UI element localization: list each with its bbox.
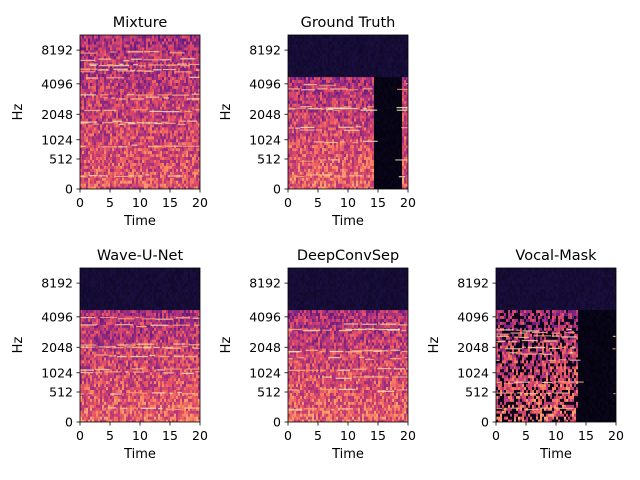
y-tick-label: 0 bbox=[481, 415, 489, 430]
x-tick-label: 20 bbox=[400, 195, 416, 210]
x-tick-label: 20 bbox=[400, 428, 416, 443]
x-tick-label: 5 bbox=[106, 428, 114, 443]
x-tick-label: 15 bbox=[162, 195, 178, 210]
panel-title: Ground Truth bbox=[301, 15, 396, 31]
y-tick-label: 4096 bbox=[41, 76, 73, 91]
panel-deepconvsep: DeepConvSep 0 5 10 15 20 0 512 1024 2048 4096 8192 T… bbox=[219, 248, 416, 462]
spectrogram-image bbox=[496, 268, 616, 422]
panel-title: Wave-U-Net bbox=[97, 248, 184, 264]
y-tick-label: 1024 bbox=[249, 365, 281, 380]
x-axis-label: Time bbox=[539, 447, 572, 462]
y-tick-label: 512 bbox=[465, 385, 489, 400]
x-tick-label: 5 bbox=[106, 195, 114, 210]
y-axis-label: Hz bbox=[11, 337, 26, 354]
panel-title: Vocal-Mask bbox=[515, 248, 597, 264]
x-tick-label: 15 bbox=[370, 195, 386, 210]
y-tick-label: 4096 bbox=[249, 76, 281, 91]
x-tick-label: 20 bbox=[608, 428, 624, 443]
panel-title: Mixture bbox=[113, 15, 168, 31]
x-axis-label: Time bbox=[331, 447, 364, 462]
x-tick-label: 20 bbox=[192, 428, 208, 443]
x-tick-label: 5 bbox=[314, 195, 322, 210]
y-tick-label: 8192 bbox=[249, 43, 281, 58]
x-tick-label: 5 bbox=[314, 428, 322, 443]
panel-vocal-mask: Vocal-Mask 0 5 10 15 20 0 512 1024 2048 4096 8192 Ti… bbox=[427, 248, 624, 462]
spectrogram-image bbox=[288, 35, 408, 189]
y-tick-label: 0 bbox=[273, 415, 281, 430]
panel-wave-u-net: Wave-U-Net 0 5 10 15 20 0 512 1024 2048 4096 8192 Ti… bbox=[11, 248, 208, 462]
y-axis-label: Hz bbox=[219, 104, 234, 121]
x-axis-label: Time bbox=[331, 214, 364, 229]
y-tick-label: 512 bbox=[257, 152, 281, 167]
y-tick-label: 8192 bbox=[41, 43, 73, 58]
y-axis-label: Hz bbox=[11, 104, 26, 121]
x-tick-label: 20 bbox=[192, 195, 208, 210]
y-tick-label: 2048 bbox=[249, 340, 281, 355]
y-tick-label: 1024 bbox=[457, 365, 489, 380]
y-tick-label: 1024 bbox=[41, 365, 73, 380]
y-tick-label: 512 bbox=[49, 152, 73, 167]
x-tick-label: 10 bbox=[132, 195, 148, 210]
x-tick-label: 10 bbox=[340, 428, 356, 443]
y-tick-label: 8192 bbox=[41, 276, 73, 291]
y-tick-label: 1024 bbox=[41, 132, 73, 147]
x-tick-label: 15 bbox=[370, 428, 386, 443]
y-tick-label: 512 bbox=[49, 385, 73, 400]
panel-title: DeepConvSep bbox=[297, 248, 399, 264]
y-axis-label: Hz bbox=[427, 337, 442, 354]
panel-mixture: Mixture 0 5 10 15 20 0 512 1024 2048 4096 8192 Time H… bbox=[11, 15, 208, 229]
x-tick-label: 0 bbox=[284, 195, 292, 210]
y-tick-label: 2048 bbox=[41, 340, 73, 355]
panel-ground-truth: Ground Truth 0 5 10 15 20 0 512 1024 2048 4096 8192… bbox=[219, 15, 416, 229]
x-tick-label: 0 bbox=[284, 428, 292, 443]
y-tick-label: 4096 bbox=[457, 309, 489, 324]
x-tick-label: 0 bbox=[492, 428, 500, 443]
x-tick-label: 0 bbox=[76, 428, 84, 443]
y-tick-label: 4096 bbox=[249, 309, 281, 324]
x-tick-label: 15 bbox=[162, 428, 178, 443]
spectrogram-image bbox=[80, 35, 200, 189]
x-tick-label: 10 bbox=[548, 428, 564, 443]
spectrogram-image bbox=[80, 268, 200, 422]
y-axis-label: Hz bbox=[219, 337, 234, 354]
y-tick-label: 4096 bbox=[41, 309, 73, 324]
x-tick-label: 15 bbox=[578, 428, 594, 443]
x-axis-label: Time bbox=[123, 214, 156, 229]
y-tick-label: 512 bbox=[257, 385, 281, 400]
x-tick-label: 0 bbox=[76, 195, 84, 210]
y-tick-label: 0 bbox=[65, 415, 73, 430]
y-tick-label: 8192 bbox=[457, 276, 489, 291]
y-tick-label: 2048 bbox=[457, 340, 489, 355]
x-axis-label: Time bbox=[123, 447, 156, 462]
y-tick-label: 0 bbox=[65, 182, 73, 197]
x-tick-label: 10 bbox=[132, 428, 148, 443]
spectrogram-image bbox=[288, 268, 408, 422]
y-tick-label: 2048 bbox=[41, 107, 73, 122]
y-tick-label: 0 bbox=[273, 182, 281, 197]
y-tick-label: 2048 bbox=[249, 107, 281, 122]
y-tick-label: 1024 bbox=[249, 132, 281, 147]
y-tick-label: 8192 bbox=[249, 276, 281, 291]
x-tick-label: 10 bbox=[340, 195, 356, 210]
x-tick-label: 5 bbox=[522, 428, 530, 443]
